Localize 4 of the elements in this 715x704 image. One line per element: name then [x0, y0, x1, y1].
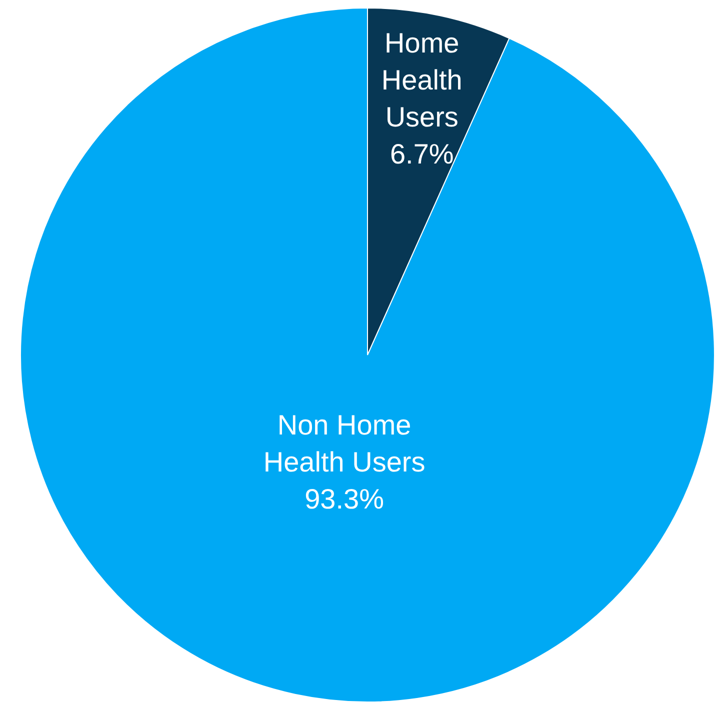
data-label: 93.3%: [304, 483, 384, 514]
slice-label: Non Home Health Users: [263, 409, 426, 478]
data-label: 6.7%: [390, 138, 454, 170]
slice-label: Home Health Users: [381, 28, 462, 133]
